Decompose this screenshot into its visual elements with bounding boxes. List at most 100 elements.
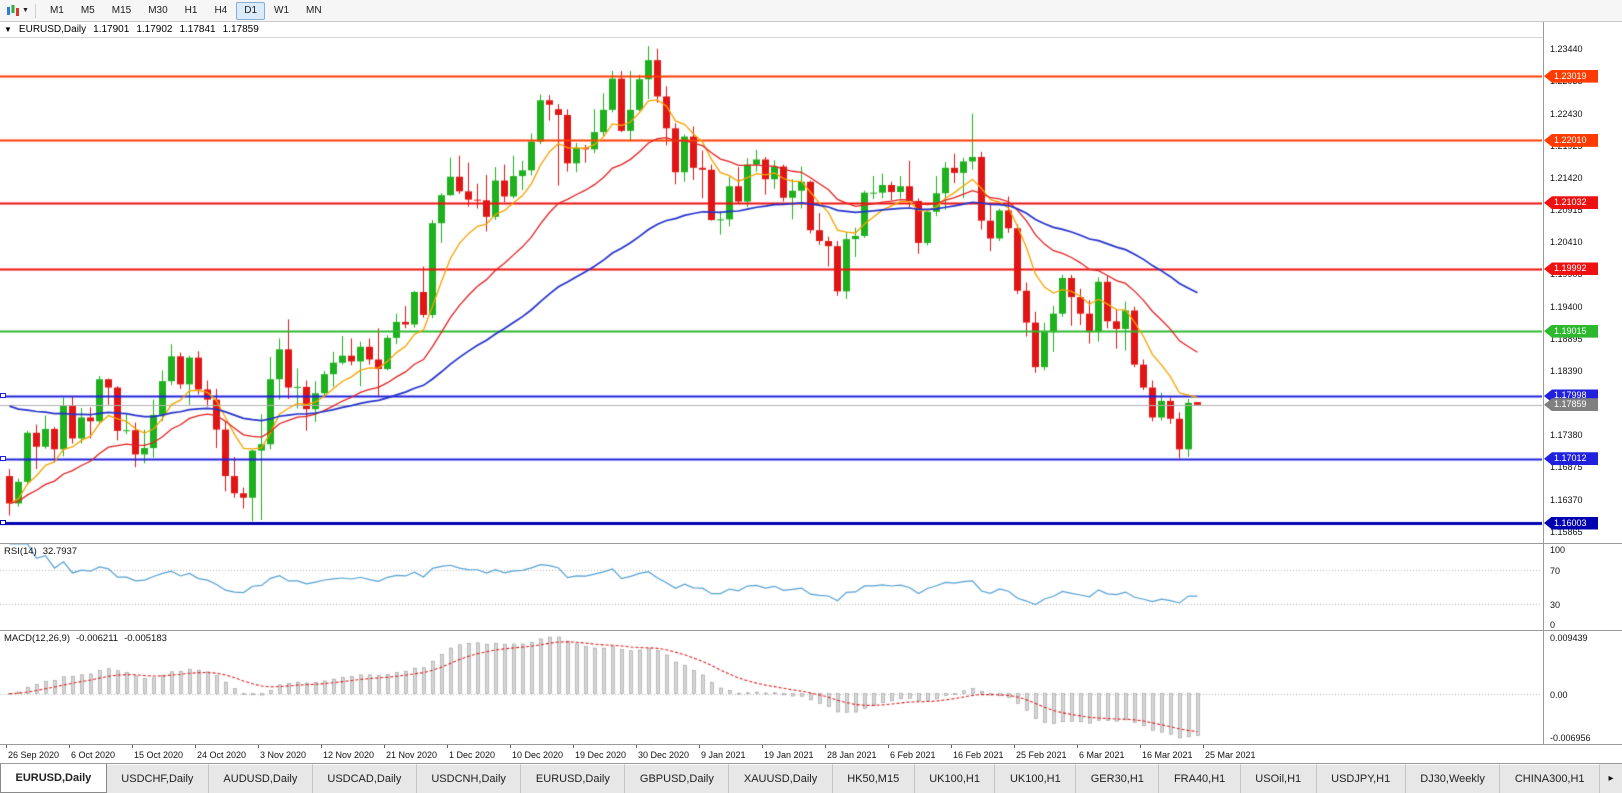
- time-axis-label: 16 Feb 2021: [953, 750, 1004, 760]
- chart-tab-ger30-h1[interactable]: GER30,H1: [1076, 764, 1160, 793]
- price-axis-label: 1.19400: [1550, 301, 1583, 312]
- rsi-axis-label: 100: [1550, 545, 1566, 555]
- price-axis-label: 1.22430: [1550, 108, 1583, 119]
- timeframe-buttons: M1 M5 M15 M30 H1 H4 D1 W1 MN: [42, 1, 331, 20]
- timeframe-button-mn[interactable]: MN: [306, 4, 322, 16]
- price-axis-label: 1.20410: [1550, 237, 1583, 248]
- time-axis-tick: [258, 745, 259, 748]
- timeframe-button-m1[interactable]: M1: [49, 4, 64, 16]
- price-axis-label: 1.18390: [1550, 365, 1583, 376]
- time-axis-label: 28 Jan 2021: [827, 750, 877, 760]
- time-axis-tick: [510, 745, 511, 748]
- expander-icon[interactable]: ▼: [4, 25, 12, 34]
- chart-tabs-bar: EURUSD,Daily USDCHF,Daily AUDUSD,Daily USDC…: [0, 764, 1622, 793]
- time-axis-tick: [636, 745, 637, 748]
- time-axis-tick: [321, 745, 322, 748]
- chart-tab-hk50-m15[interactable]: HK50,M15: [832, 764, 915, 793]
- line-anchor-handle[interactable]: [0, 392, 6, 398]
- price-axis-label: 1.15865: [1550, 526, 1583, 537]
- line-anchor-handle[interactable]: [0, 520, 6, 526]
- timeframe-toolbar: ▼ M1 M5 M15 M30 H1 H4 D1 W1 MN: [0, 0, 1622, 22]
- chart-tab-fra40-h1[interactable]: FRA40,H1: [1159, 764, 1241, 793]
- time-axis-tick: [951, 745, 952, 748]
- price-level-tag: 1.16003: [1544, 516, 1598, 530]
- macd-axis-label: 0.00: [1550, 689, 1568, 700]
- chart-tab-usdjpy-h1[interactable]: USDJPY,H1: [1316, 764, 1406, 793]
- timeframe-button-m15[interactable]: M15: [111, 4, 132, 16]
- chart-tab-usoil-h1[interactable]: USOil,H1: [1240, 764, 1317, 793]
- time-axis-label: 16 Mar 2021: [1142, 750, 1193, 760]
- chart-ohlc-header: ▼ EURUSD,Daily 1.17901 1.17902 1.17841 1…: [4, 24, 259, 35]
- macd-axis-label: -0.006956: [1550, 733, 1591, 743]
- time-axis-tick: [1014, 745, 1015, 748]
- chart-tab-dj30-weekly[interactable]: DJ30,Weekly: [1405, 764, 1501, 793]
- tab-scroll-right-icon[interactable]: ▸: [1600, 764, 1622, 793]
- chart-tab-uk100-h1[interactable]: UK100,H1: [914, 764, 996, 793]
- chart-tab-audusd-daily[interactable]: AUDUSD,Daily: [208, 764, 313, 793]
- macd-axis-label: 0.009439: [1550, 633, 1588, 643]
- chart-tab-china300-h1[interactable]: CHINA300,H1: [1500, 764, 1601, 793]
- price-level-tag: 1.19992: [1544, 262, 1598, 276]
- macd-axis[interactable]: 0.009439 0.00 -0.006956: [1543, 631, 1622, 744]
- time-axis-tick: [384, 745, 385, 748]
- price-level-tag: 1.22010: [1544, 133, 1598, 147]
- price-level-tag: 1.17012: [1544, 452, 1598, 466]
- price-axis-label: 1.23440: [1550, 44, 1583, 55]
- time-axis-label: 25 Feb 2021: [1016, 750, 1067, 760]
- time-axis-tick: [573, 745, 574, 748]
- rsi-axis-label: 30: [1550, 600, 1561, 611]
- time-axis-tick: [195, 745, 196, 748]
- chart-tab-xauusd-daily[interactable]: XAUUSD,Daily: [729, 764, 833, 793]
- ohlc-open: 1.17901: [93, 24, 130, 35]
- macd-chart-canvas[interactable]: [0, 631, 1542, 744]
- rsi-chart-canvas[interactable]: [0, 544, 1542, 630]
- line-anchor-handle[interactable]: [0, 455, 6, 461]
- rsi-axis[interactable]: 100 70 30 0: [1543, 544, 1622, 630]
- chart-tab-usdcnh-daily[interactable]: USDCNH,Daily: [416, 764, 522, 793]
- time-axis-tick: [1203, 745, 1204, 748]
- price-level-tag: 1.23019: [1544, 69, 1598, 83]
- time-axis-label: 3 Nov 2020: [260, 750, 307, 760]
- chart-tab-gbpusd-daily[interactable]: GBPUSD,Daily: [625, 764, 730, 793]
- time-axis-label: 6 Feb 2021: [890, 750, 936, 760]
- time-axis-tick: [825, 745, 826, 748]
- timeframe-button-m5[interactable]: M5: [80, 4, 95, 16]
- rsi-label: RSI(14) 32.7937: [4, 546, 77, 557]
- chart-tab-eurusd-daily[interactable]: EURUSD,Daily: [0, 764, 107, 793]
- time-axis-label: 24 Oct 2020: [197, 750, 247, 760]
- price-axis-label: 1.20915: [1550, 205, 1583, 216]
- timeframe-button-h1[interactable]: H1: [184, 4, 198, 16]
- time-axis-label: 26 Sep 2020: [8, 750, 60, 760]
- chart-dropdown-caret-icon[interactable]: ▼: [22, 7, 29, 14]
- price-axis-label: 1.21420: [1550, 172, 1583, 183]
- time-axis-tick: [1077, 745, 1078, 748]
- timeframe-button-m30[interactable]: M30: [148, 4, 168, 16]
- candlestick-chart-canvas[interactable]: [0, 22, 1542, 543]
- chart-tab-uk100-h1[interactable]: UK100,H1: [995, 764, 1077, 793]
- time-axis-label: 15 Oct 2020: [134, 750, 184, 760]
- toolbar-separator: [34, 3, 36, 18]
- chart-type-icon[interactable]: [4, 3, 22, 19]
- time-axis-tick: [447, 745, 448, 748]
- price-axis[interactable]: 1.234401.229351.224301.219251.214201.209…: [1543, 22, 1622, 543]
- chart-tab-usdcad-daily[interactable]: USDCAD,Daily: [312, 764, 417, 793]
- time-axis-label: 6 Mar 2021: [1079, 750, 1125, 760]
- rsi-axis-label: 0: [1550, 620, 1556, 630]
- time-axis-tick: [1140, 745, 1141, 748]
- ohlc-low: 1.17841: [179, 24, 216, 35]
- timeframe-button-d1[interactable]: D1: [236, 1, 266, 20]
- time-axis-tick: [762, 745, 763, 748]
- macd-main-value: -0.006211: [76, 633, 119, 644]
- chart-symbol-timeframe: EURUSD,Daily: [18, 24, 87, 35]
- price-axis-label: 1.18895: [1550, 333, 1583, 344]
- chart-tab-eurusd-daily[interactable]: EURUSD,Daily: [521, 764, 626, 793]
- chart-tab-usdchf-daily[interactable]: USDCHF,Daily: [106, 764, 209, 793]
- time-axis[interactable]: 26 Sep 2020 6 Oct 2020 15 Oct 2020 24 Oct 2…: [0, 745, 1622, 764]
- rsi-axis-label: 70: [1550, 565, 1561, 576]
- macd-indicator-panel: MACD(12,26,9) -0.006211 -0.005183 0.0094…: [0, 631, 1622, 745]
- timeframe-button-h4[interactable]: H4: [214, 4, 228, 16]
- time-axis-label: 6 Oct 2020: [71, 750, 116, 760]
- timeframe-button-w1[interactable]: W1: [274, 4, 290, 16]
- time-axis-tick: [132, 745, 133, 748]
